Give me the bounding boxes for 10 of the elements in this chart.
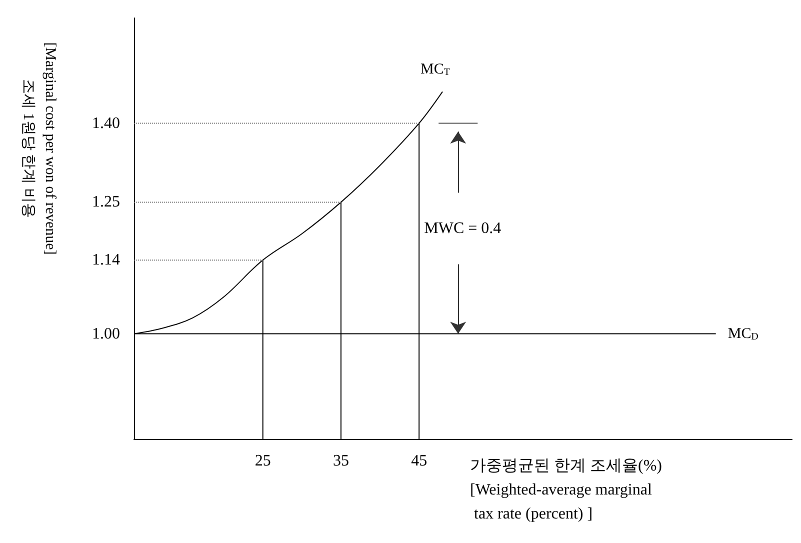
y-tick-label: 1.14 bbox=[92, 252, 120, 269]
y-tick-label: 1.25 bbox=[92, 194, 120, 211]
x-axis-title: 가중평균된 한계 조세율(%) [Weighted-average marginal tax rate (percent) ] bbox=[470, 458, 662, 522]
annotation: MWC = 0.4 bbox=[424, 220, 502, 237]
x-tick-label: 45 bbox=[411, 452, 428, 470]
y-tick-label: 1.40 bbox=[92, 114, 120, 132]
y-tick-label: 1.00 bbox=[92, 325, 120, 342]
x-tick-label: 35 bbox=[332, 452, 349, 470]
y-axis-title: 조세 1원당 한계 비용 [Marginal cost per won of revenue] bbox=[20, 42, 58, 255]
x-tick-label: 25 bbox=[254, 452, 271, 470]
